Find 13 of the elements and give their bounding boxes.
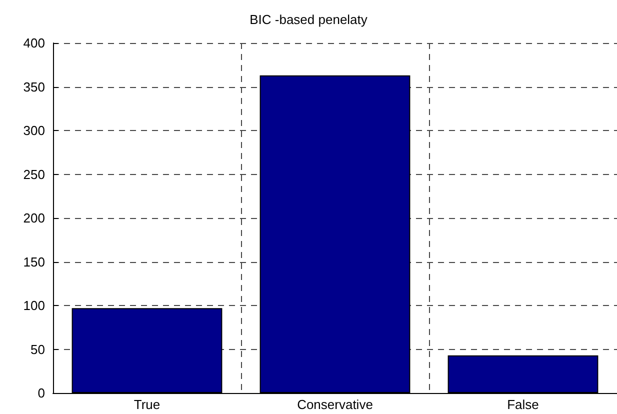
y-tick-label: 100 — [23, 298, 45, 313]
x-tick-label: Conservative — [297, 397, 373, 412]
y-tick-label: 50 — [30, 342, 45, 357]
y-tick-label: 250 — [23, 166, 45, 182]
y-tick-label: 300 — [23, 123, 45, 138]
y-tick-label: 400 — [23, 36, 45, 50]
x-tick-label: True — [134, 397, 160, 412]
y-tick-label: 150 — [23, 254, 45, 270]
y-tick-label: 350 — [23, 79, 45, 94]
y-tick-label: 0 — [38, 386, 45, 400]
y-tick-label: 200 — [23, 210, 45, 226]
chart-title: BIC -based penelaty — [250, 12, 368, 27]
x-tick-label: False — [507, 397, 539, 412]
